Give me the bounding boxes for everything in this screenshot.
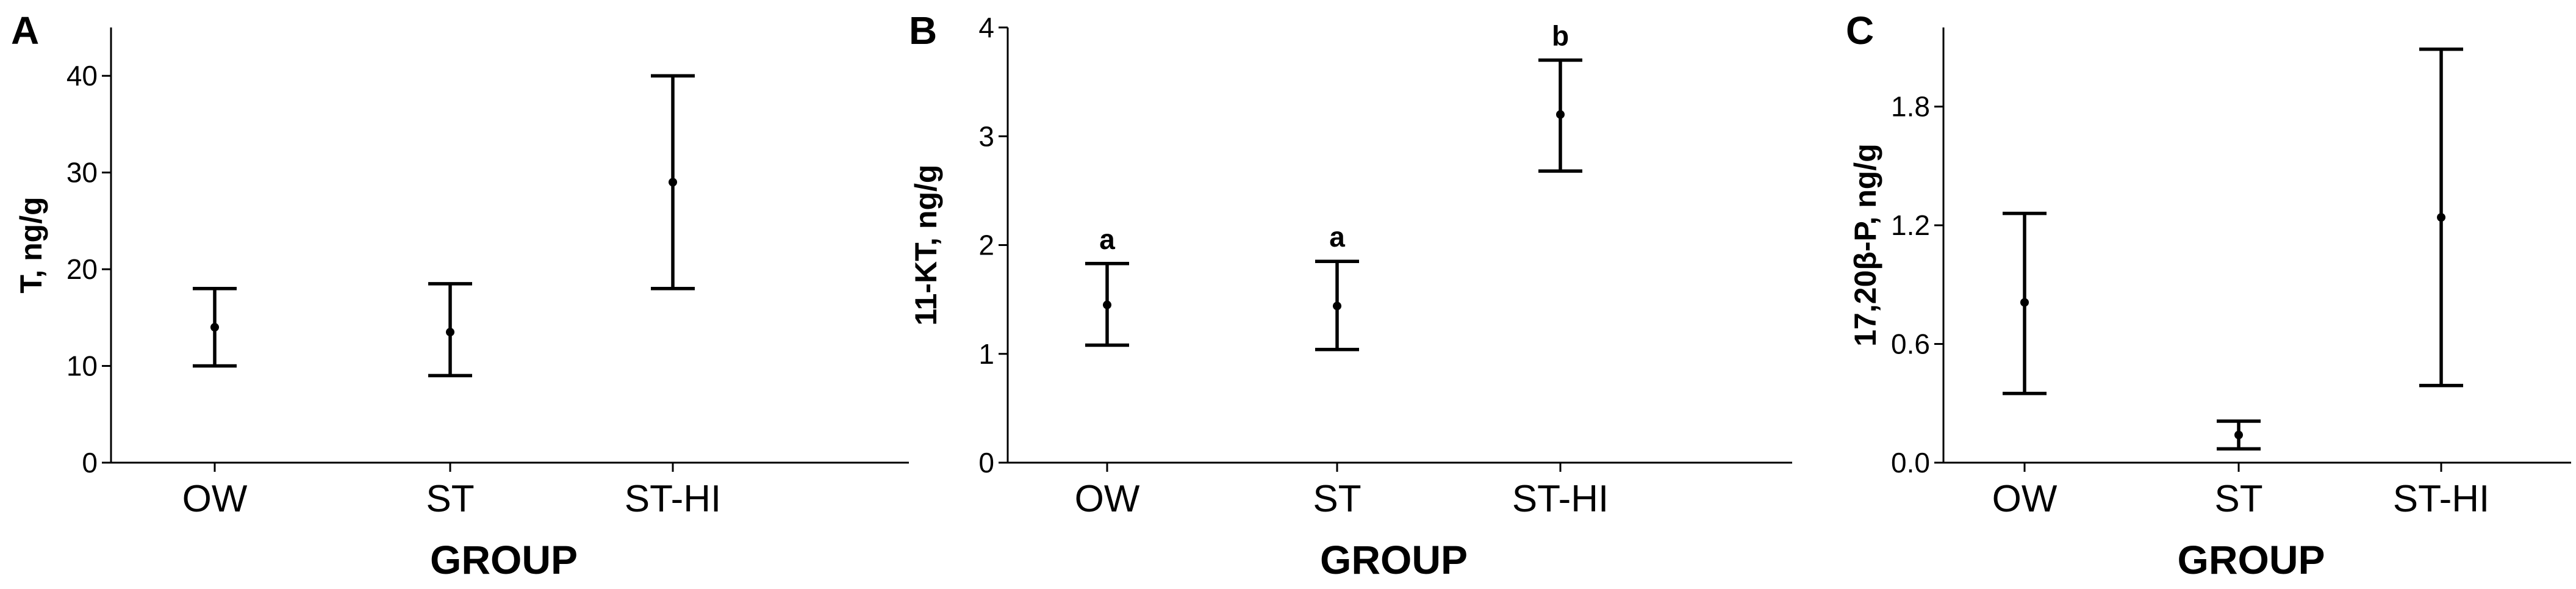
y-tick-label: 2 (978, 229, 994, 261)
y-tick-label: 0.6 (1891, 328, 1930, 360)
error-bar (2003, 211, 2047, 396)
mean-point (669, 178, 677, 187)
error-bar (651, 74, 695, 291)
error-bar: a (1085, 223, 1129, 347)
y-axis-label: 17,20β-P, ng/g (1848, 143, 1882, 347)
chart-panel-c: C 0.0 0.6 1.2 1.8 OW ST ST-HI GROUP 17,20β-P, ng/… (1846, 9, 2571, 582)
mean-point (446, 328, 454, 337)
y-tick-label: 0.0 (1891, 447, 1930, 479)
x-axis-label: GROUP (430, 537, 578, 582)
x-tick-label: ST (426, 478, 474, 520)
y-axis-label: 11-KT, ng/g (909, 165, 943, 326)
y-tick-label: 10 (66, 350, 98, 382)
error-bar: a (1315, 221, 1359, 352)
x-tick-label: OW (1075, 478, 1140, 520)
error-bar (428, 282, 472, 378)
x-tick-label: ST (2214, 478, 2262, 520)
x-tick-label: ST-HI (625, 478, 721, 520)
x-axis-label: GROUP (2177, 537, 2325, 582)
significance-label: a (1329, 221, 1345, 253)
x-axis-label: GROUP (1320, 537, 1468, 582)
error-bar (2419, 47, 2463, 388)
x-tick-label: ST (1313, 478, 1361, 520)
y-tick-label: 1.8 (1891, 91, 1930, 123)
error-bar (2217, 419, 2261, 451)
x-tick-label: ST-HI (2393, 478, 2489, 520)
mean-point (1103, 300, 1111, 309)
x-tick-label: OW (182, 478, 248, 520)
y-axis-label: T, ng/g (14, 197, 48, 293)
mean-point (2020, 298, 2029, 307)
significance-label: a (1099, 223, 1115, 255)
panel-letter: B (909, 9, 937, 52)
mean-point (2234, 430, 2243, 439)
y-tick-label: 40 (66, 60, 98, 92)
y-tick-label: 3 (978, 120, 994, 152)
x-tick-label: ST-HI (1512, 478, 1609, 520)
mean-point (1333, 302, 1341, 311)
panel-letter: C (1846, 9, 1874, 52)
mean-point (1556, 110, 1565, 119)
y-tick-label: 0 (82, 447, 98, 479)
y-tick-label: 0 (978, 447, 994, 479)
mean-point (210, 323, 219, 332)
error-bar: b (1538, 20, 1582, 173)
y-tick-label: 1 (978, 338, 994, 370)
error-bar (193, 287, 237, 368)
y-tick-label: 4 (978, 12, 994, 43)
panel-letter: A (11, 9, 39, 52)
y-tick-label: 1.2 (1891, 209, 1930, 241)
mean-point (2437, 213, 2445, 222)
significance-label: b (1552, 20, 1569, 51)
chart-panel-a: A 0 10 20 30 40 OW ST ST-HI GROUP T, ng/g (11, 9, 909, 582)
y-tick-label: 20 (66, 253, 98, 285)
y-tick-label: 30 (66, 157, 98, 189)
chart-panel-b: B 0 1 2 3 4 OW ST ST-HI GROUP 11-KT, ng/g a a b (909, 9, 1792, 582)
x-tick-label: OW (1992, 478, 2058, 520)
